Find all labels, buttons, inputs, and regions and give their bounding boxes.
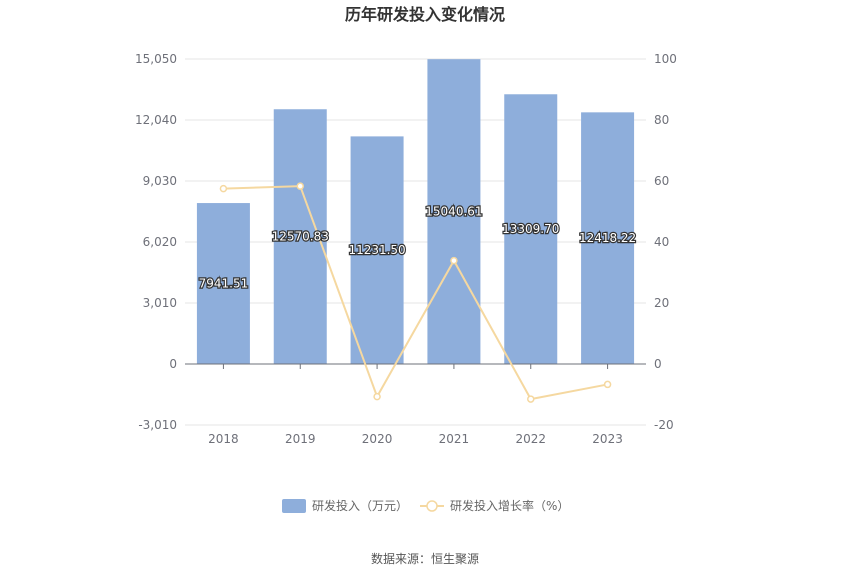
x-tick-label: 2018 (208, 432, 239, 446)
y-left-tick-label: 9,030 (143, 174, 177, 188)
legend[interactable]: 研发投入（万元） 研发投入增长率（%） (282, 498, 569, 513)
bar-value-label: 12418.22 (579, 231, 636, 245)
x-tick-label: 2020 (362, 432, 393, 446)
x-tick-label: 2022 (515, 432, 546, 446)
growth-rate-point-2018[interactable] (219, 184, 228, 193)
bar-2020[interactable] (350, 136, 404, 364)
legend-swatch-point[interactable] (426, 500, 438, 512)
chart-title: 历年研发投入变化情况 (345, 5, 505, 24)
axes: -3,010 0 3,010 6,020 9,030 12,040 15,050 -20 0 20… (135, 52, 677, 446)
growth-rate-point-2021[interactable] (450, 256, 458, 265)
legend-label-line[interactable]: 研发投入增长率（%） (450, 498, 569, 513)
y-left-tick-label: 3,010 (143, 296, 177, 310)
y-left-tick-label: -3,010 (138, 418, 177, 432)
y-left-tick-label: 0 (169, 357, 177, 371)
x-tick-label: 2019 (285, 432, 316, 446)
growth-rate-point-2023[interactable] (603, 380, 612, 389)
y-left-tick-label: 12,040 (135, 113, 177, 127)
bar-value-label: 15040.61 (425, 205, 482, 219)
y-right-tick-label: 80 (654, 113, 669, 127)
bar-2021[interactable] (427, 59, 481, 364)
bar-2018[interactable] (196, 203, 250, 364)
y-right-tick-label: -20 (654, 418, 674, 432)
bar-value-label: 13309.70 (502, 222, 559, 236)
growth-rate-point-2020[interactable] (373, 392, 381, 401)
bar-value-label: 12570.83 (272, 230, 329, 244)
bar-value-labels: 7941.51 12570.83 11231.50 15040.61 13309.70 1… (197, 203, 637, 291)
y-right-tick-label: 100 (654, 52, 677, 66)
y-left-tick-label: 15,050 (135, 52, 177, 66)
bar-value-label: 11231.50 (348, 243, 405, 257)
x-tick-label: 2021 (439, 432, 470, 446)
bar-2023[interactable] (581, 112, 635, 364)
growth-rate-point-2022[interactable] (527, 395, 535, 403)
bar-value-label: 7941.51 (199, 277, 249, 291)
x-tick-label: 2023 (592, 432, 623, 446)
grid-lines (185, 58, 646, 426)
y-right-tick-label: 20 (654, 296, 669, 310)
line-series (219, 182, 612, 403)
growth-rate-line (223, 185, 608, 401)
bar-2022[interactable] (504, 94, 558, 364)
source-note: 数据来源：恒生聚源 (371, 551, 479, 566)
y-right-tick-label: 0 (654, 357, 662, 371)
legend-label-bar[interactable]: 研发投入（万元） (312, 498, 408, 513)
bar-series (196, 59, 635, 365)
y-right-tick-label: 40 (654, 235, 669, 249)
y-right-tick-label: 60 (654, 174, 669, 188)
legend-swatch-bar[interactable] (282, 499, 306, 513)
y-left-tick-label: 6,020 (143, 235, 177, 249)
growth-rate-point-2019[interactable] (296, 182, 304, 190)
